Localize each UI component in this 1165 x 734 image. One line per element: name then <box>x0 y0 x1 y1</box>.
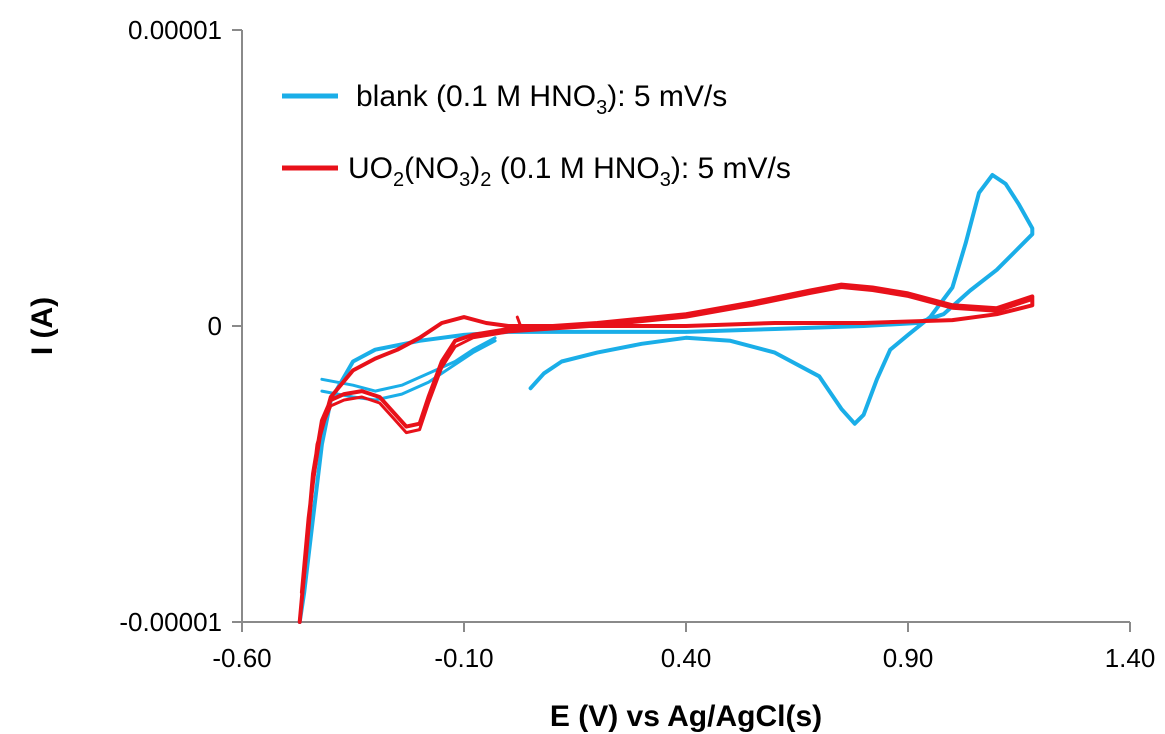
x-axis-title: E (V) vs Ag/AgCl(s) <box>550 700 822 733</box>
series-lines <box>297 173 1035 624</box>
series-line-segment <box>297 282 1035 624</box>
x-tick-label: -0.10 <box>434 643 493 673</box>
y-tick-label: 0.00001 <box>128 15 222 45</box>
legend-label: blank (0.1 M HNO3): 5 mV/s <box>356 80 727 119</box>
tick-marks <box>232 29 1131 632</box>
legend: blank (0.1 M HNO3): 5 mV/s UO2(NO3)2 (0.1… <box>282 80 791 191</box>
series-blank <box>297 173 1035 624</box>
legend-label: UO2(NO3)2 (0.1 M HNO3): 5 mV/s <box>348 152 791 191</box>
x-tick-label: 0.40 <box>661 643 712 673</box>
y-tick-label: -0.00001 <box>119 607 222 637</box>
x-tick-label: 1.40 <box>1105 643 1156 673</box>
x-tick-label: 0.90 <box>883 643 934 673</box>
series-line-segment <box>297 173 1035 624</box>
x-tick-label: -0.60 <box>212 643 271 673</box>
series-line-segment <box>298 286 1034 624</box>
series-uranyl <box>297 282 1035 624</box>
tick-labels: -0.60 -0.10 0.40 0.90 1.40 -0.00001 0 0.00001 <box>119 15 1155 673</box>
series-line-segment <box>515 315 524 331</box>
y-tick-label: 0 <box>208 311 222 341</box>
series-line-segment <box>320 336 497 393</box>
y-axis-title: I (A) <box>26 297 59 355</box>
